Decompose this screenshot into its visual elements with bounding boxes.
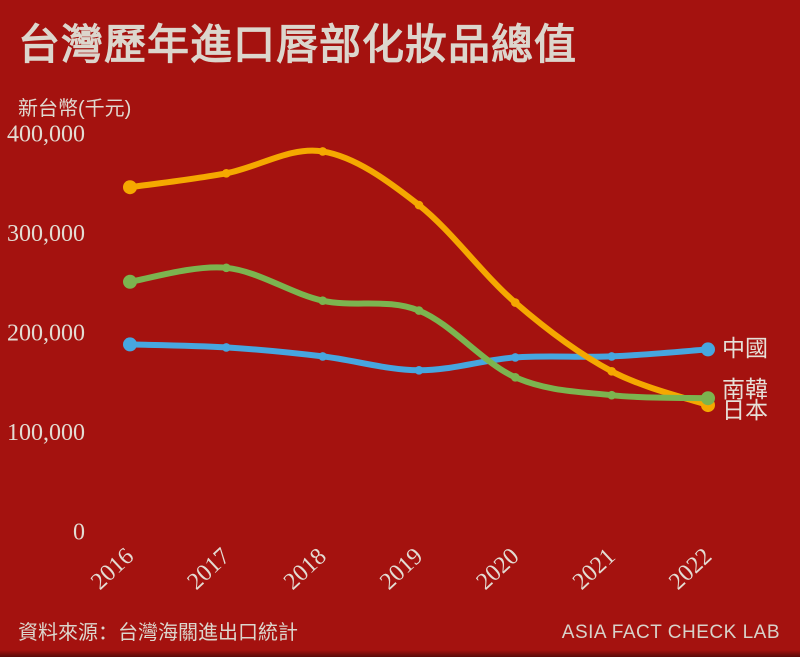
- point-china-2020: [511, 353, 520, 362]
- x-tick-label-2020: 2020: [472, 543, 525, 595]
- y-tick-label-200000: 200,000: [7, 321, 85, 347]
- point-korea-2022: [701, 391, 715, 406]
- x-tick-label-2017: 2017: [183, 543, 236, 595]
- point-japan-2019: [414, 200, 424, 210]
- point-china-2022: [701, 342, 715, 357]
- y-tick-label-300000: 300,000: [7, 221, 85, 247]
- bottom-edge-shade: [0, 650, 800, 657]
- point-korea-2017: [222, 263, 231, 273]
- data-source-text: 資料來源：台灣海關進出口統計: [18, 622, 298, 644]
- point-china-2016: [123, 337, 137, 352]
- point-korea-2021: [607, 390, 616, 400]
- y-tick-label-400000: 400,000: [7, 122, 85, 148]
- y-tick-label-0: 0: [73, 520, 85, 546]
- point-china-2021: [607, 352, 616, 361]
- y-axis-unit-label: 新台幣(千元): [18, 98, 132, 120]
- point-korea-2020: [511, 373, 520, 382]
- point-japan-2017: [222, 169, 231, 178]
- credit-text: ASIA FACT CHECK LAB: [561, 622, 780, 643]
- page-title: 台灣歷年進口唇部化妝品總值: [18, 21, 578, 68]
- series-label-china: 中國: [722, 335, 768, 361]
- point-korea-2019: [414, 306, 424, 315]
- point-japan-2016: [123, 180, 137, 195]
- point-china-2017: [222, 343, 231, 352]
- x-tick-label-2021: 2021: [568, 543, 621, 595]
- x-tick-label-2018: 2018: [279, 543, 332, 595]
- y-tick-label-100000: 100,000: [7, 420, 85, 446]
- x-tick-label-2022: 2022: [664, 543, 717, 595]
- point-korea-2018: [318, 296, 328, 306]
- point-china-2019: [414, 366, 424, 375]
- point-japan-2018: [318, 147, 328, 156]
- point-japan-2020: [511, 298, 520, 307]
- point-china-2018: [318, 352, 328, 361]
- series-label-korea: 南韓: [722, 376, 768, 402]
- x-tick-label-2019: 2019: [375, 543, 428, 595]
- series-label-japan: 日本: [722, 397, 768, 423]
- point-korea-2016: [123, 274, 137, 289]
- point-japan-2021: [607, 367, 616, 376]
- x-tick-label-2016: 2016: [86, 543, 139, 595]
